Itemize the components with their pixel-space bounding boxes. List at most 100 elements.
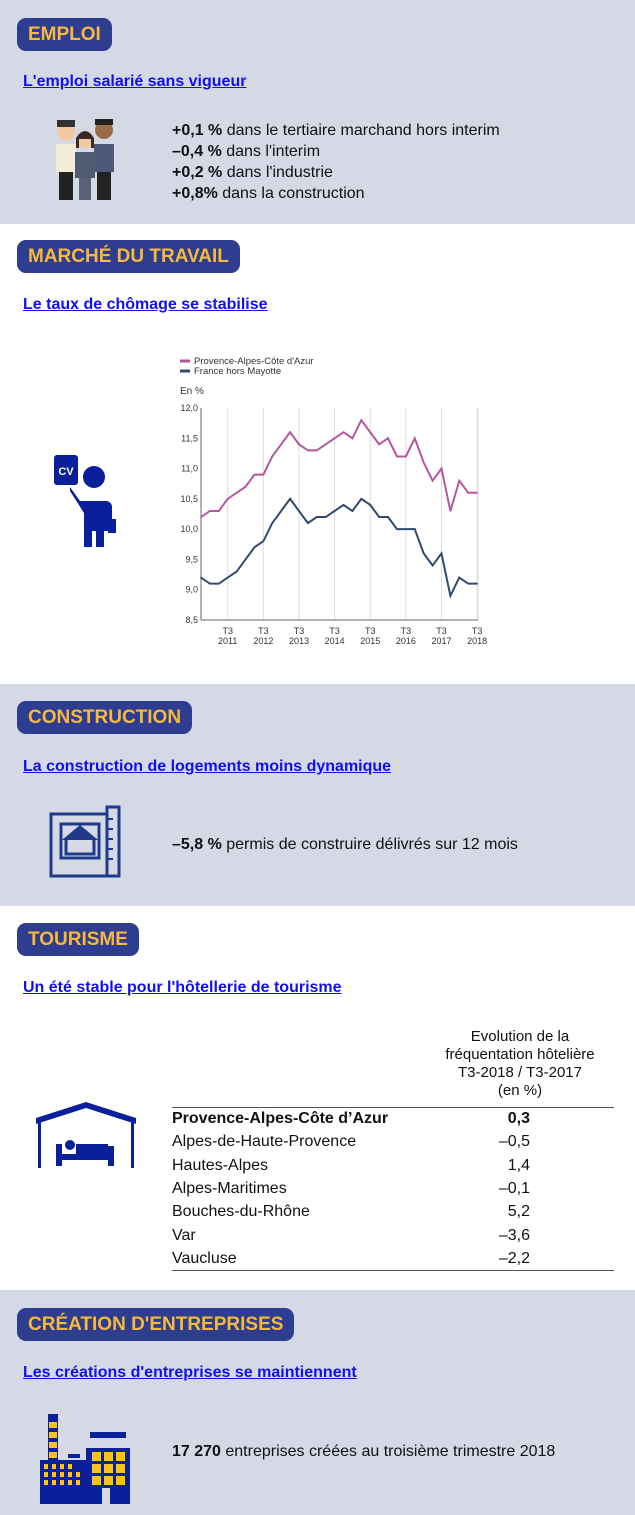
y-tick-label: 11,5 — [181, 433, 198, 443]
data-point — [289, 431, 291, 434]
x-tick-label: 2013 — [289, 636, 309, 646]
window — [60, 1464, 64, 1469]
emploi-item-text: dans l'industrie — [222, 164, 333, 181]
data-point — [440, 467, 443, 470]
construction-stat: –5,8 % permis de construire délivrés sur… — [172, 834, 518, 855]
entreprises-stat: 17 270 entreprises créées au troisième t… — [172, 1441, 555, 1462]
data-point — [298, 510, 300, 512]
data-point — [307, 522, 309, 524]
region-name: Alpes-de-Haute-Provence — [172, 1133, 357, 1151]
emploi-list: +0,1 % dans le tertiaire marchand hors i… — [172, 120, 500, 204]
window — [68, 1472, 72, 1477]
y-tick-label: 9,5 — [185, 554, 198, 564]
section-title-marche: MARCHÉ DU TRAVAIL — [17, 240, 240, 273]
window — [60, 1472, 64, 1477]
emploi-item: +0,2 % dans l'industrie — [172, 162, 500, 183]
legend-label: Provence-Alpes-Côte d'Azur — [194, 356, 314, 367]
data-point — [431, 564, 434, 567]
window — [104, 1464, 113, 1473]
window — [116, 1476, 125, 1485]
data-point — [342, 504, 345, 506]
table-row: Hautes-Alpes 1,4 — [172, 1154, 614, 1177]
table-row: Var –3,6 — [172, 1224, 614, 1247]
region-name: Var — [172, 1226, 196, 1244]
region-value: –0,5 — [498, 1133, 530, 1151]
x-tick-label: T3 — [222, 626, 233, 636]
x-tick-label: T3 — [472, 626, 483, 636]
data-point — [209, 510, 211, 512]
data-point — [467, 582, 470, 585]
window — [60, 1480, 64, 1485]
data-point — [396, 528, 398, 530]
y-tick-label: 9,0 — [185, 585, 198, 595]
tourisme-link[interactable]: Un été stable pour l'hôtellerie de touri… — [23, 979, 342, 996]
emploi-link[interactable]: L'emploi salarié sans vigueur — [23, 73, 247, 90]
data-point — [218, 582, 220, 585]
x-tick-label: 2011 — [218, 636, 237, 646]
house-plan-icon — [49, 805, 121, 878]
emploi-item-value: –0,4 % — [172, 143, 222, 160]
region-name: Provence-Alpes-Côte d’Azur — [172, 1110, 389, 1128]
data-point — [369, 504, 372, 506]
data-point — [200, 576, 202, 579]
region-value: –3,6 — [498, 1226, 530, 1244]
data-point — [413, 528, 416, 530]
x-tick-label: 2018 — [467, 636, 487, 646]
header-line: (en %) — [497, 1082, 543, 1099]
window — [116, 1464, 125, 1473]
data-point — [458, 479, 461, 482]
window — [92, 1464, 101, 1473]
data-point — [405, 528, 407, 530]
window — [92, 1452, 101, 1461]
data-point — [200, 516, 202, 518]
emploi-item-text: dans le tertiaire marchand hors interim — [222, 122, 500, 139]
entreprises-link[interactable]: Les créations d'entreprises se maintienn… — [23, 1364, 357, 1381]
data-point — [378, 516, 380, 518]
legend-label: France hors Mayotte — [194, 366, 281, 377]
data-point — [315, 449, 318, 452]
data-point — [226, 576, 229, 579]
region-name: Hautes-Alpes — [172, 1156, 269, 1174]
window — [104, 1476, 113, 1485]
data-point — [440, 552, 443, 555]
data-point — [235, 492, 238, 494]
data-point — [431, 479, 434, 482]
data-point — [378, 443, 380, 446]
construction-value: –5,8 % — [172, 836, 222, 853]
x-tick-label: T3 — [329, 626, 340, 636]
x-tick-label: T3 — [401, 626, 412, 636]
data-point — [467, 492, 470, 494]
marche-link[interactable]: Le taux de chômage se stabilise — [23, 296, 268, 313]
data-point — [422, 461, 425, 464]
data-point — [324, 443, 327, 446]
tourisme-table: Provence-Alpes-Côte d’Azur 0,3 Alpes-de-Ha… — [172, 1107, 614, 1272]
construction-link[interactable]: La construction de logements moins dynam… — [23, 758, 392, 775]
window — [68, 1464, 72, 1469]
data-point — [449, 594, 452, 597]
data-point — [333, 510, 336, 512]
x-tick-label: 2015 — [360, 636, 380, 646]
y-tick-label: 10,0 — [180, 524, 198, 534]
data-point — [360, 498, 363, 500]
unemployment-chart: T32011T32012T32013T32014T32015T32016T320… — [180, 356, 487, 646]
window — [44, 1480, 48, 1485]
window — [76, 1480, 80, 1485]
window — [68, 1480, 72, 1485]
data-point — [253, 473, 256, 476]
x-tick-label: T3 — [294, 626, 305, 636]
data-point — [449, 510, 452, 512]
window — [52, 1464, 56, 1469]
series-line-0 — [200, 418, 478, 518]
data-point — [342, 431, 345, 434]
emploi-item-value: +0,8% — [172, 185, 218, 202]
window — [52, 1480, 56, 1485]
data-point — [324, 516, 327, 518]
data-point — [271, 455, 274, 458]
data-point — [351, 437, 354, 440]
section-title-construction: CONSTRUCTION — [17, 701, 193, 734]
emploi-item: +0,1 % dans le tertiaire marchand hors i… — [172, 120, 500, 141]
x-tick-label: T3 — [258, 626, 269, 636]
emploi-item-text: dans la construction — [217, 185, 365, 202]
series-line-1 — [200, 497, 478, 599]
table-row: Alpes-Maritimes –0,1 — [172, 1177, 614, 1200]
